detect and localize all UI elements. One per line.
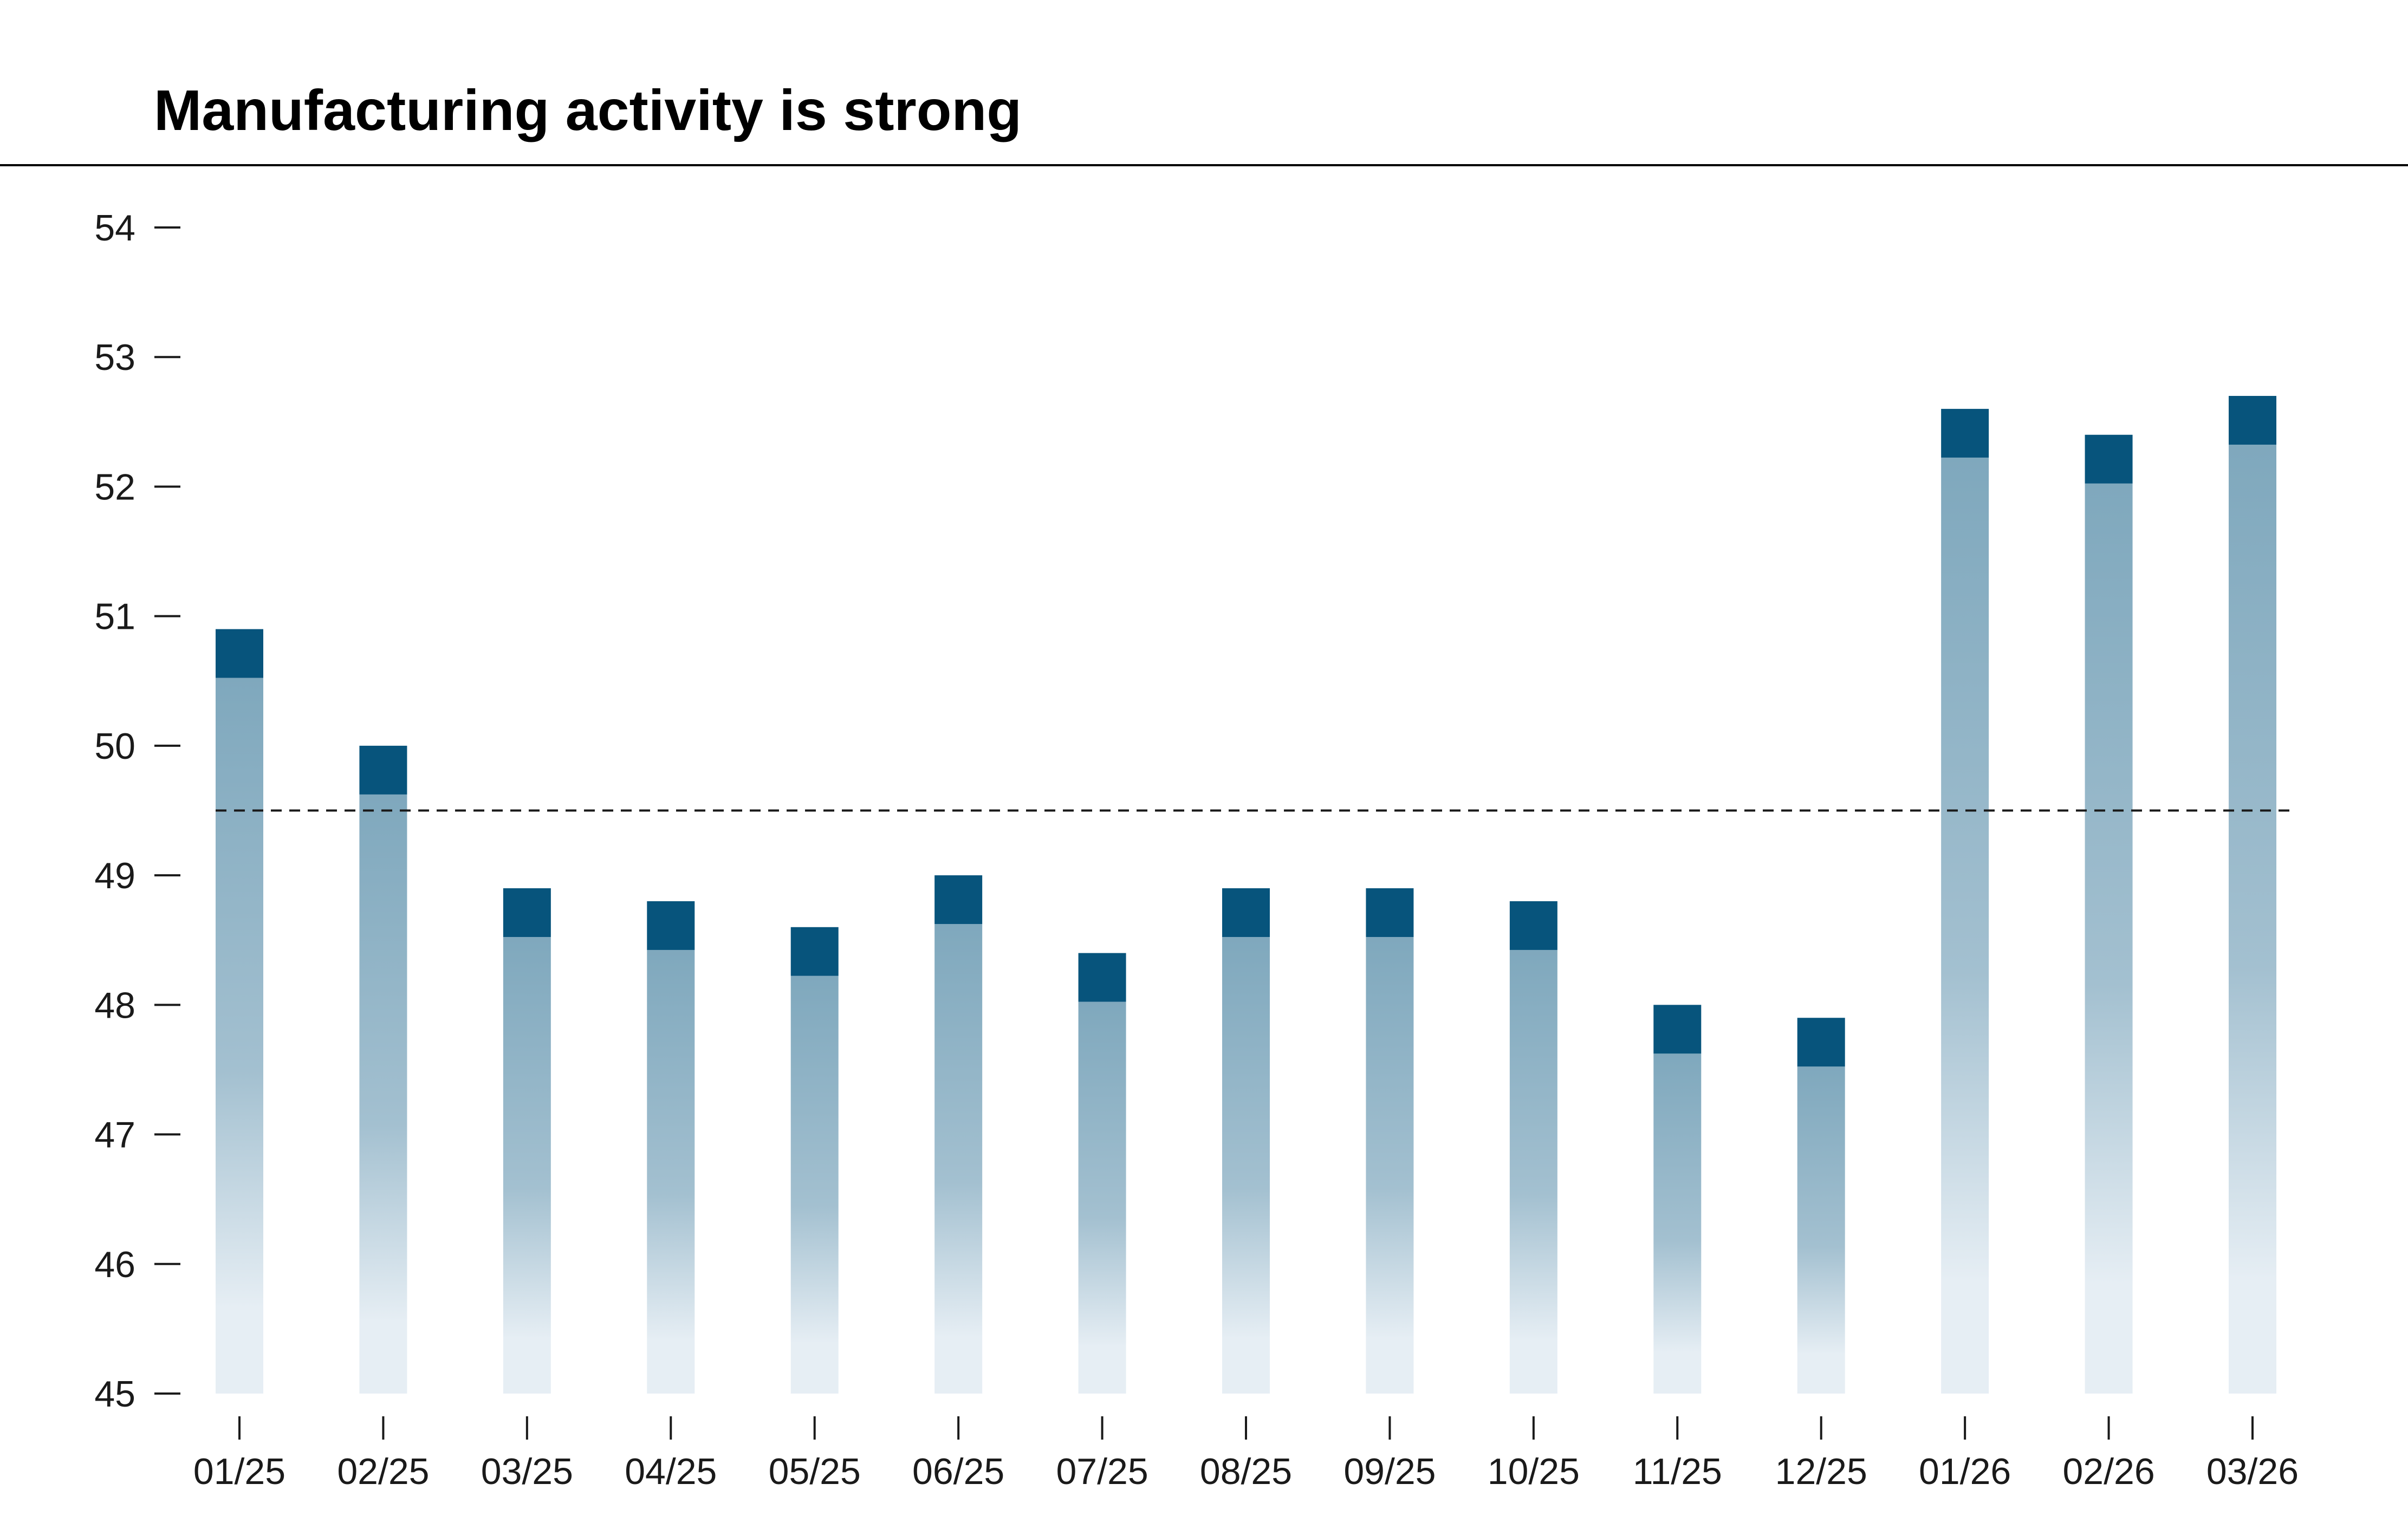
- bar-body: [1366, 937, 1414, 1394]
- y-tick-label: 45: [94, 1374, 135, 1415]
- x-tick-label: 07/25: [1056, 1451, 1148, 1492]
- x-axis: 01/25 02/25 03/25 04/25 05/25 06/25 07/25 08/25…: [193, 1416, 2299, 1492]
- bars: [216, 395, 2276, 1394]
- bar-body: [2085, 483, 2133, 1394]
- bar-cap: [1222, 888, 1270, 938]
- y-tick-label: 51: [94, 596, 135, 637]
- bar-body: [359, 794, 407, 1394]
- bar: [1222, 888, 1270, 1394]
- bar-cap: [1366, 888, 1414, 938]
- bar-body: [1509, 949, 1557, 1394]
- bar: [503, 888, 551, 1394]
- bar-body: [1222, 937, 1270, 1394]
- bar: [1941, 408, 1989, 1394]
- y-tick-label: 48: [94, 985, 135, 1026]
- x-tick-label: 02/25: [337, 1451, 429, 1492]
- x-tick-label: 01/26: [1919, 1451, 2011, 1492]
- y-tick-label: 53: [94, 337, 135, 378]
- bar-body: [934, 924, 983, 1394]
- bar-cap: [1797, 1018, 1845, 1067]
- x-tick-label: 08/25: [1200, 1451, 1292, 1492]
- bar-body: [1797, 1066, 1845, 1394]
- x-tick-label: 03/25: [481, 1451, 573, 1492]
- bar-cap: [1941, 408, 1989, 458]
- bar-cap: [2229, 395, 2276, 445]
- bar: [359, 745, 407, 1394]
- bar-body: [503, 937, 551, 1394]
- bar: [1366, 888, 1414, 1394]
- y-axis: 45 46 47 48 49 50 51 52 53 54: [94, 207, 180, 1415]
- x-tick-label: 05/25: [769, 1451, 861, 1492]
- y-tick-label: 46: [94, 1244, 135, 1285]
- bar: [1653, 1005, 1702, 1394]
- bar-cap: [934, 875, 983, 925]
- bar-cap: [503, 888, 551, 938]
- bar: [2085, 434, 2133, 1394]
- bar: [216, 629, 263, 1394]
- y-tick-label: 49: [94, 855, 135, 896]
- bar-cap: [216, 629, 263, 678]
- bar-cap: [647, 901, 695, 950]
- y-tick-label: 47: [94, 1115, 135, 1156]
- bar: [790, 927, 839, 1394]
- bar-cap: [1078, 953, 1126, 1002]
- y-tick-label: 54: [94, 207, 135, 249]
- bar: [2229, 395, 2276, 1394]
- x-tick-label: 12/25: [1775, 1451, 1867, 1492]
- bar: [1078, 953, 1126, 1394]
- bar-body: [2229, 444, 2276, 1394]
- y-tick-label: 52: [94, 466, 135, 507]
- x-tick-label: 01/25: [193, 1451, 285, 1492]
- bar-body: [1653, 1053, 1702, 1394]
- bar-body: [1941, 457, 1989, 1394]
- bar-cap: [359, 745, 407, 795]
- x-tick-label: 03/26: [2206, 1451, 2299, 1492]
- bar: [934, 875, 983, 1394]
- bar-body: [647, 949, 695, 1394]
- bar: [1797, 1018, 1845, 1394]
- bar-cap: [1653, 1005, 1702, 1054]
- bar-body: [1078, 1001, 1126, 1394]
- bar-body: [790, 975, 839, 1394]
- x-tick-label: 04/25: [625, 1451, 717, 1492]
- x-tick-label: 11/25: [1633, 1451, 1722, 1492]
- y-tick-label: 50: [94, 726, 135, 767]
- bar-cap: [2085, 434, 2133, 484]
- bar: [1509, 901, 1557, 1394]
- bar-body: [216, 678, 263, 1394]
- bar-cap: [790, 927, 839, 976]
- x-tick-label: 10/25: [1488, 1451, 1580, 1492]
- x-tick-label: 02/26: [2062, 1451, 2154, 1492]
- x-tick-label: 09/25: [1343, 1451, 1436, 1492]
- chart-title: Manufacturing activity is strong: [154, 79, 1022, 142]
- x-tick-label: 06/25: [912, 1451, 1004, 1492]
- bar: [647, 901, 695, 1394]
- bar-cap: [1509, 901, 1557, 950]
